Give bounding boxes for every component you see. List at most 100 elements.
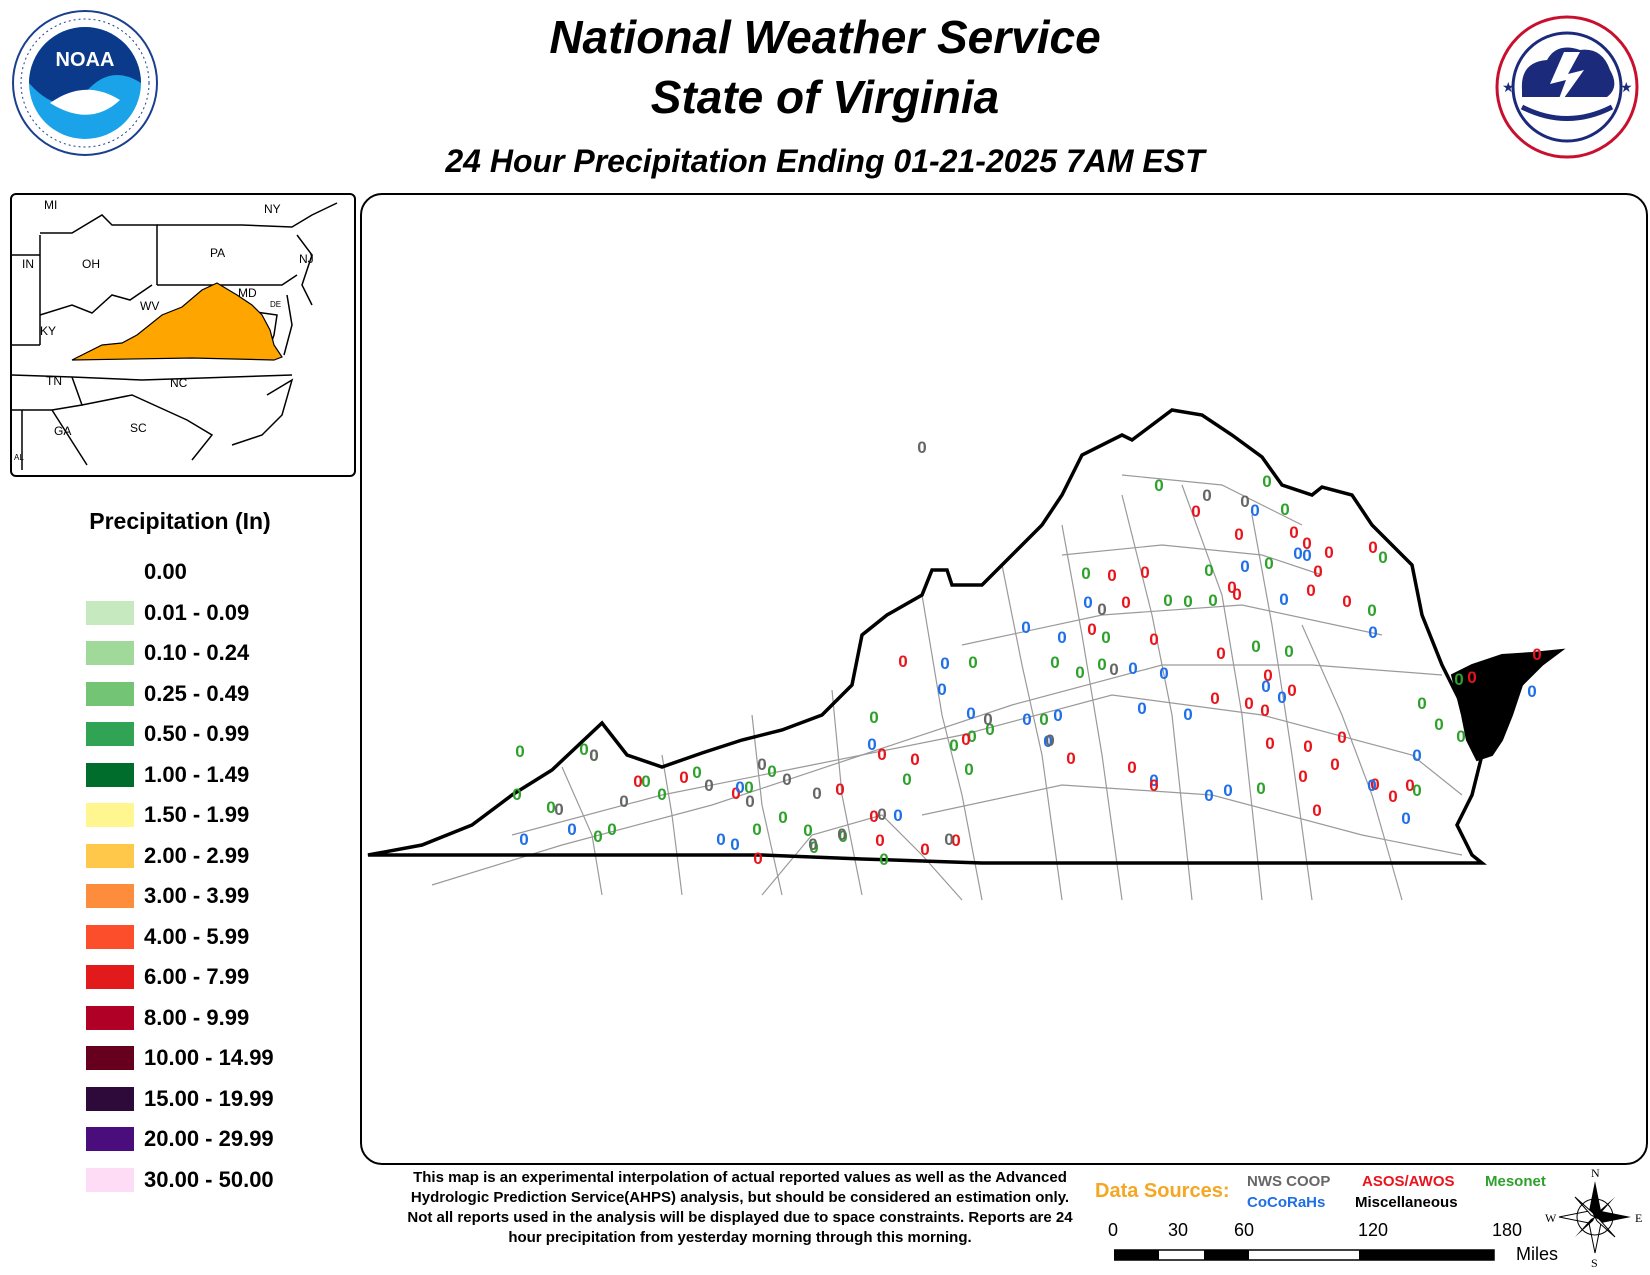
legend-swatch: [86, 762, 134, 787]
legend-swatch: [86, 1005, 134, 1030]
station-value-mesonet: 0: [692, 763, 701, 782]
station-value-asos: 0: [1467, 668, 1476, 687]
station-value-coop: 0: [757, 755, 766, 774]
station-value-coop: 0: [877, 805, 886, 824]
scale-tick-60: 60: [1234, 1220, 1255, 1240]
inset-locator-map: MI NY IN OH PA NJ MD DE WV KY TN NC GA S…: [10, 193, 356, 477]
compass-w: W: [1545, 1211, 1557, 1225]
station-value-asos: 0: [1388, 787, 1397, 806]
station-value-mesonet: 0: [964, 760, 973, 779]
station-value-asos: 0: [920, 840, 929, 859]
legend-swatch: [86, 1086, 134, 1111]
legend-item: 30.00 - 50.00: [86, 1167, 346, 1194]
station-value-cocorahs: 0: [1159, 664, 1168, 683]
legend-item: 6.00 - 7.99: [86, 964, 346, 991]
inset-label-ky: KY: [40, 324, 56, 338]
station-value-cocorahs: 0: [716, 830, 725, 849]
station-value-asos: 0: [731, 784, 740, 803]
station-value-mesonet: 0: [1454, 670, 1463, 689]
station-value-asos: 0: [1149, 776, 1158, 795]
station-value-asos: 0: [1306, 581, 1315, 600]
station-value-mesonet: 0: [949, 736, 958, 755]
inset-map-svg: MI NY IN OH PA NJ MD DE WV KY TN NC GA S…: [12, 198, 338, 470]
legend-swatch: [86, 1127, 134, 1151]
station-value-asos: 0: [1368, 538, 1377, 557]
legend-item: 0.50 - 0.99: [86, 721, 346, 748]
legend-swatch: [86, 560, 134, 584]
station-value-mesonet: 0: [1417, 694, 1426, 713]
svg-text:★: ★: [1620, 79, 1633, 95]
legend-label: 20.00 - 29.99: [144, 1126, 274, 1151]
legend-label: 8.00 - 9.99: [144, 1004, 250, 1030]
legend-label: 1.50 - 1.99: [144, 802, 250, 827]
station-value-mesonet: 0: [879, 850, 888, 869]
station-value-cocorahs: 0: [893, 806, 902, 825]
virginia-outline: [367, 408, 1487, 865]
nws-logo: ★ ★: [1495, 15, 1639, 159]
legend-item: 15.00 - 19.99: [86, 1086, 346, 1113]
station-value-mesonet: 0: [902, 770, 911, 789]
station-value-mesonet: 0: [641, 772, 650, 791]
station-value-mesonet: 0: [1412, 781, 1421, 800]
station-value-cocorahs: 0: [1021, 618, 1030, 637]
legend-item: 0.00: [86, 559, 346, 586]
station-value-mesonet: 0: [1251, 637, 1260, 656]
station-value-mesonet: 0: [589, 746, 598, 765]
station-value-asos: 0: [633, 772, 642, 791]
inset-label-ga: GA: [54, 424, 71, 438]
station-value-mesonet: 0: [1050, 653, 1059, 672]
station-value-mesonet: 0: [838, 827, 847, 846]
station-value-asos: 0: [1298, 767, 1307, 786]
legend-item: 0.01 - 0.09: [86, 599, 346, 627]
title-agency: National Weather Service: [549, 11, 1101, 63]
station-value-asos: 0: [1302, 534, 1311, 553]
station-value-coop: 0: [1045, 731, 1054, 750]
station-value-mesonet: 0: [512, 785, 521, 804]
station-value-cocorahs: 0: [1401, 809, 1410, 828]
station-value-coop: 0: [983, 710, 992, 729]
inset-label-pa: PA: [210, 246, 225, 260]
station-value-cocorahs: 0: [1022, 710, 1031, 729]
station-value-mesonet: 0: [1204, 561, 1213, 580]
station-value-asos: 0: [1066, 749, 1075, 768]
station-value-mesonet: 0: [1183, 592, 1192, 611]
station-value-asos: 0: [1244, 694, 1253, 713]
station-value-mesonet: 0: [1264, 554, 1273, 573]
station-value-asos: 0: [1324, 543, 1333, 562]
legend-item: 20.00 - 29.99: [86, 1126, 346, 1153]
station-value-mesonet: 0: [809, 838, 818, 857]
station-value-cocorahs: 0: [1277, 688, 1286, 707]
station-value-mesonet: 0: [744, 778, 753, 797]
station-value-asos: 0: [877, 745, 886, 764]
source-asos-awos: ASOS/AWOS: [1362, 1173, 1455, 1190]
legend-title: Precipitation (In): [89, 508, 271, 534]
legend-item: 4.00 - 5.99: [86, 923, 346, 951]
legend-swatch: [86, 803, 134, 827]
disclaimer-text: This map is an experimental interpolatio…: [407, 1169, 1073, 1246]
station-value-coop: 0: [917, 438, 926, 457]
inset-label-al: AL: [14, 453, 24, 462]
legend-swatch: [86, 843, 134, 868]
station-value-cocorahs: 0: [1261, 677, 1270, 696]
inset-label-wv: WV: [140, 299, 159, 313]
station-value-mesonet: 0: [869, 708, 878, 727]
station-value-coop: 0: [1097, 600, 1106, 619]
station-value-asos: 0: [898, 652, 907, 671]
station-value-coop: 0: [1202, 486, 1211, 505]
station-value-asos: 0: [1140, 563, 1149, 582]
legend-swatch: [86, 884, 134, 908]
legend-label: 3.00 - 3.99: [144, 883, 250, 908]
station-value-cocorahs: 0: [1183, 705, 1192, 724]
station-value-coop: 0: [619, 792, 628, 811]
county-lines: [431, 474, 1463, 901]
station-value-mesonet: 0: [657, 785, 666, 804]
station-value-asos: 0: [1265, 734, 1274, 753]
legend-label: 0.01 - 0.09: [144, 599, 250, 625]
station-value-mesonet: 0: [1256, 779, 1265, 798]
station-value-coop: 0: [837, 825, 846, 844]
station-value-asos: 0: [1263, 666, 1272, 685]
legend-label: 4.00 - 5.99: [144, 923, 250, 949]
station-value-cocorahs: 0: [867, 735, 876, 754]
inset-label-md: MD: [238, 286, 257, 300]
